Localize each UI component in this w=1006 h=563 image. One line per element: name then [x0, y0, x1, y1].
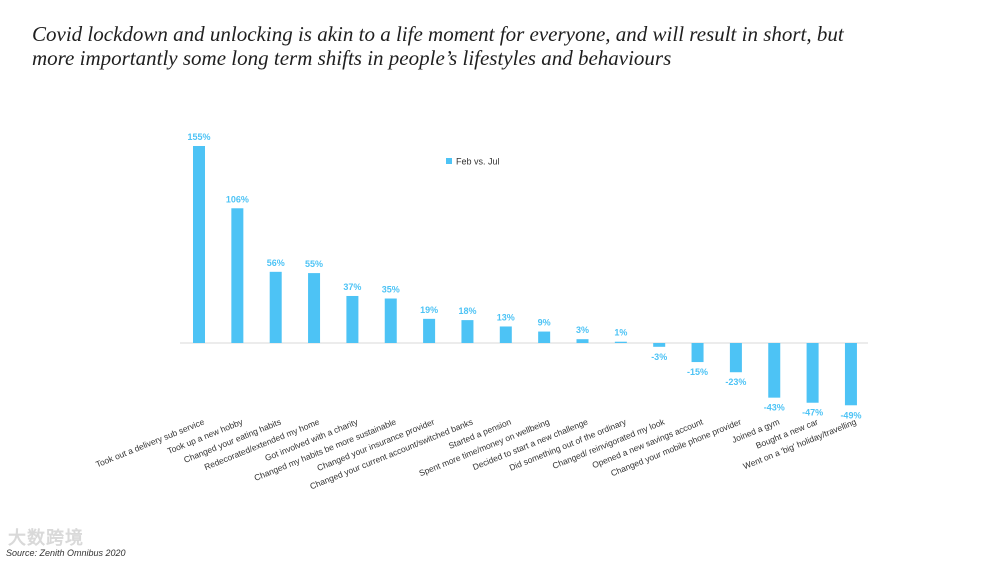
- data-label: -23%: [725, 377, 746, 387]
- data-label: -3%: [651, 352, 667, 362]
- bar: [461, 320, 474, 343]
- bar: [499, 326, 512, 343]
- legend-label: Feb vs. Jul: [456, 157, 500, 167]
- bar: [384, 298, 397, 343]
- bar: [844, 343, 857, 406]
- source-note: Source: Zenith Omnibus 2020: [6, 548, 126, 558]
- data-label: 3%: [576, 325, 589, 335]
- data-label: 106%: [226, 194, 249, 204]
- legend-swatch: [446, 158, 452, 164]
- data-label: 1%: [614, 328, 627, 338]
- watermark-logo: 大数跨境: [8, 528, 84, 549]
- bar: [308, 273, 321, 343]
- title-line-1: Covid lockdown and unlocking is akin to …: [32, 22, 844, 46]
- data-label: -43%: [764, 403, 785, 413]
- bar: [193, 146, 205, 343]
- bar: [691, 343, 704, 363]
- data-label: -49%: [840, 410, 861, 420]
- data-label: -15%: [687, 367, 708, 377]
- bar: [346, 295, 359, 343]
- data-label: 55%: [305, 259, 323, 269]
- data-label: 9%: [538, 318, 551, 328]
- bar: [269, 271, 282, 343]
- data-label: -47%: [802, 408, 823, 418]
- data-label: 155%: [187, 132, 210, 142]
- bar: [768, 343, 781, 398]
- data-label: 56%: [267, 258, 285, 268]
- bar: [729, 343, 742, 373]
- title-line-2: more importantly some long term shifts i…: [32, 46, 672, 70]
- data-label: 18%: [458, 306, 476, 316]
- data-label: 13%: [497, 312, 515, 322]
- data-label: 19%: [420, 305, 438, 315]
- bar: [231, 208, 244, 343]
- bar: [653, 343, 666, 347]
- page-title: Covid lockdown and unlocking is akin to …: [32, 22, 982, 70]
- bar: [806, 343, 819, 403]
- bar: [423, 318, 436, 343]
- bar: [576, 339, 589, 343]
- bar: [538, 331, 551, 343]
- data-label: 35%: [382, 285, 400, 295]
- bar: [614, 341, 627, 343]
- data-label: 37%: [343, 282, 361, 292]
